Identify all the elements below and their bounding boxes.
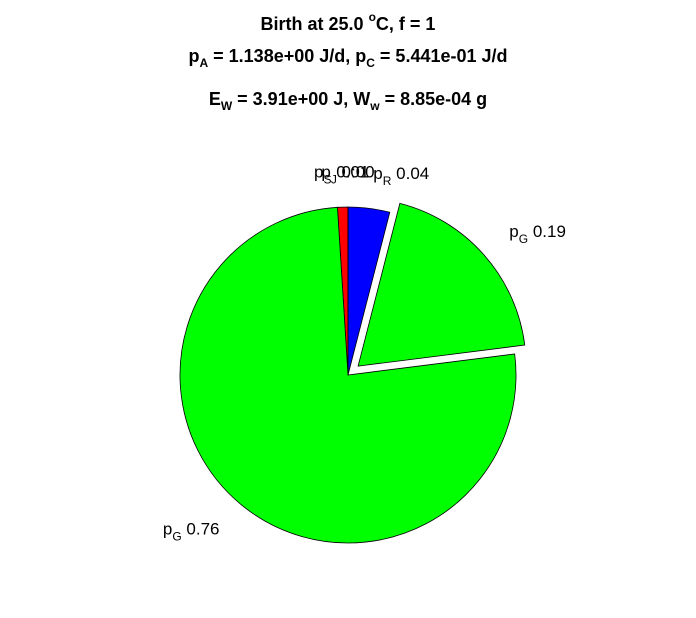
label-value: 0.76 — [186, 520, 219, 539]
label-symbol: p — [509, 222, 518, 241]
label-value: 0.01 — [336, 163, 369, 182]
slice-label: pS 0.01 — [314, 163, 369, 187]
title-subscript: A — [199, 56, 208, 70]
label-symbol: p — [163, 520, 172, 539]
label-subscript: J — [331, 173, 337, 187]
slice-label: pR 0.04 — [373, 164, 429, 188]
label-subscript: R — [383, 174, 392, 188]
pie-slice — [179, 206, 517, 544]
label-symbol: p — [314, 163, 323, 182]
chart-title: Birth at 25.0 oC, f = 1 — [261, 10, 436, 34]
slice-label: pJ 0:00 — [321, 163, 374, 187]
title-text: E — [209, 89, 221, 109]
title-text: = 3.91e+00 J, W — [232, 89, 370, 109]
label-value: 0.04 — [396, 164, 429, 183]
title-text: = 5.441e-01 J/d — [375, 46, 508, 66]
title-text: C, f = 1 — [376, 14, 436, 34]
chart-title: pA = 1.138e+00 J/d, pC = 5.441e-01 J/d — [188, 46, 507, 70]
title-subscript: W — [221, 99, 233, 113]
label-value: 0:00 — [342, 163, 375, 182]
label-subscript: G — [172, 530, 181, 544]
slice-label: pG 0.19 — [509, 222, 566, 246]
label-symbol: p — [321, 163, 330, 182]
pie-slice — [357, 202, 526, 367]
title-text: Birth at 25.0 — [261, 14, 369, 34]
label-subscript: S — [323, 173, 331, 187]
title-text: p — [188, 46, 199, 66]
label-value: 0.19 — [533, 222, 566, 241]
label-subscript: G — [519, 232, 528, 246]
label-symbol: p — [373, 164, 382, 183]
chart-title: EW = 3.91e+00 J, Ww = 8.85e-04 g — [209, 89, 487, 113]
title-subscript: C — [366, 56, 375, 70]
title-superscript: o — [369, 10, 376, 24]
slice-label: pG 0.76 — [163, 520, 220, 544]
title-subscript: w — [369, 99, 380, 113]
title-text: = 1.138e+00 J/d, p — [208, 46, 366, 66]
title-text: = 8.85e-04 g — [380, 89, 488, 109]
